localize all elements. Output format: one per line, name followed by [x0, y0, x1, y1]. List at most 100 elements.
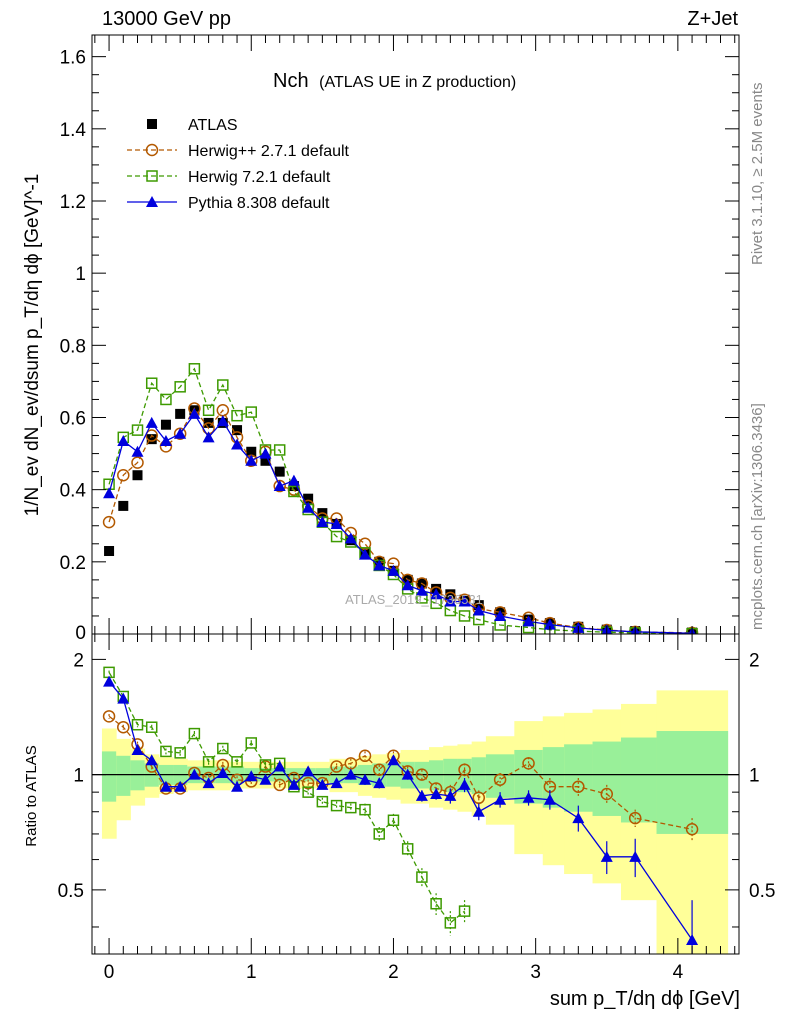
point-herwigpp — [117, 468, 130, 482]
ratio-point-herwig7 — [330, 799, 343, 812]
ratio-point-herwig7 — [202, 756, 215, 768]
point-atlas — [246, 446, 257, 457]
ratio-point-pythia — [245, 770, 258, 782]
ratio-point-herwig7 — [345, 801, 357, 814]
ratio-point-herwig7 — [160, 745, 172, 758]
point-pythia — [231, 438, 244, 450]
series-pythia — [103, 407, 696, 634]
ratio-line-pythia — [108, 681, 693, 941]
point-atlas — [445, 589, 456, 600]
point-atlas — [260, 455, 271, 466]
analysis-watermark: ATLAS_2019_I1736531 — [345, 592, 483, 607]
band-inner — [471, 757, 487, 795]
point-herwig7 — [217, 379, 229, 391]
main-y-tick-label: 1.2 — [60, 192, 86, 213]
ratio-point-pythia — [344, 768, 357, 780]
band-inner — [101, 751, 117, 802]
ratio-line-herwigpp — [108, 715, 693, 830]
point-atlas — [104, 546, 115, 557]
point-pythia — [387, 564, 400, 576]
point-herwigpp — [102, 515, 116, 529]
point-pythia — [117, 434, 130, 446]
ratio-point-herwig7 — [416, 871, 428, 883]
point-herwig7 — [273, 444, 286, 456]
ratio-point-pythia — [415, 789, 428, 801]
point-pythia — [302, 501, 315, 513]
ratio-point-herwig7 — [373, 828, 385, 840]
ratio-point-herwigpp — [628, 811, 642, 825]
point-pythia — [174, 427, 187, 439]
ratio-point-pythia — [273, 760, 286, 772]
point-herwigpp — [131, 456, 144, 469]
ratio-point-pythia — [686, 933, 699, 945]
point-pythia — [273, 480, 286, 492]
point-pythia — [316, 516, 329, 528]
ratio-point-herwig7 — [359, 803, 371, 816]
ratio-point-pythia — [359, 773, 372, 785]
ratio-point-herwig7 — [231, 756, 243, 768]
point-pythia — [344, 532, 357, 544]
ratio-y-tick-label-right: 2 — [749, 650, 760, 671]
band-inner — [485, 754, 515, 798]
ratio-point-pythia — [145, 754, 158, 766]
main-y-tick-label-zero: 0 — [75, 623, 86, 644]
x-tick-label: 1 — [246, 962, 257, 983]
ratio-point-pythia — [330, 777, 343, 789]
point-atlas — [118, 500, 129, 511]
ratio-point-herwigpp — [472, 791, 486, 805]
ratio-point-pythia — [543, 793, 556, 805]
main-y-tick-label: 0.8 — [60, 336, 86, 357]
plot-title-main: Nch — [273, 70, 309, 92]
point-pythia — [145, 416, 158, 428]
point-pythia — [245, 454, 258, 466]
point-atlas — [132, 470, 143, 481]
ratio-point-herwigpp — [102, 710, 116, 723]
legend-marker-herwig7 — [146, 170, 158, 182]
point-atlas — [232, 425, 243, 436]
point-pythia — [522, 615, 535, 627]
legend-marker-atlas — [147, 119, 157, 129]
point-herwig7 — [231, 409, 243, 422]
point-herwig7 — [245, 406, 258, 418]
ratio-point-pythia — [117, 692, 130, 704]
ratio-point-herwigpp — [458, 763, 471, 776]
point-herwig7 — [188, 363, 201, 375]
band-inner — [116, 755, 131, 796]
ratio-point-herwigpp — [685, 823, 699, 836]
ratio-panel: 0.5 0.5 1 1 2 2 0 1 2 3 4 Ratio to ATLAS sum p_T/d… — [23, 633, 775, 1010]
ratio-point-pythia — [287, 778, 300, 790]
point-pythia — [472, 604, 485, 616]
rivet-version-label: Rivet 3.1.10, ≥ 2.5M events — [749, 83, 766, 266]
ratio-point-herwig7 — [430, 897, 442, 910]
ratio-point-herwig7 — [131, 718, 144, 731]
ratio-point-pythia — [373, 777, 386, 789]
plot-title-sub: (ATLAS UE in Z production) — [319, 74, 516, 91]
legend-marker-pythia — [146, 196, 158, 207]
ratio-point-pythia — [103, 675, 116, 687]
point-pythia — [131, 445, 144, 457]
ratio-point-herwigpp — [273, 778, 286, 792]
point-atlas — [146, 434, 157, 445]
main-y-tick-label: 0.6 — [60, 408, 86, 429]
point-pythia — [444, 595, 457, 607]
ratio-point-herwig7 — [259, 759, 272, 771]
ratio-point-pythia — [572, 812, 585, 824]
ratio-point-herwigpp — [117, 720, 130, 734]
plot-title: Nch (ATLAS UE in Z production) — [273, 70, 516, 92]
ratio-y-axis-label: Ratio to ATLAS — [23, 745, 40, 846]
point-herwig7 — [330, 530, 343, 543]
x-tick-label: 2 — [388, 962, 399, 983]
ratio-point-herwigpp — [572, 780, 585, 793]
x-tick-label: 3 — [530, 962, 541, 983]
point-atlas — [303, 493, 314, 504]
point-herwig7 — [145, 377, 158, 389]
legend-label-pythia: Pythia 8.308 default — [188, 195, 330, 212]
point-pythia — [458, 595, 471, 607]
ratio-point-pythia — [522, 791, 535, 803]
ratio-point-herwig7 — [217, 742, 229, 755]
ratio-point-herwigpp — [372, 763, 386, 776]
x-axis-label: sum p_T/dη dϕ [GeV] — [550, 988, 740, 1010]
ratio-y-tick-label: 1 — [73, 766, 84, 787]
x-tick-label: 0 — [104, 962, 115, 983]
